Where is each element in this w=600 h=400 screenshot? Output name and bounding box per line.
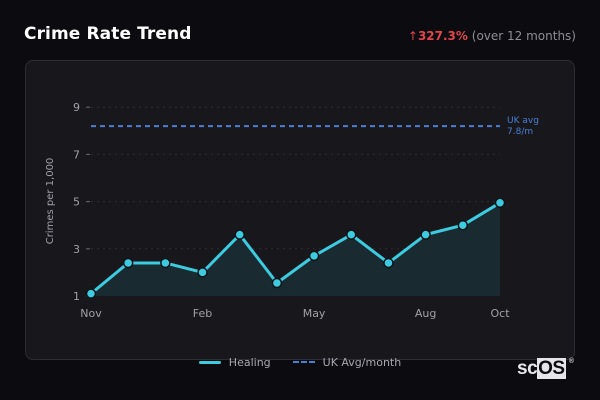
data-point-aug[interactable] (420, 229, 431, 240)
y-tick-label: 3 (73, 243, 80, 256)
logo-text-os: OS (537, 358, 566, 379)
legend-item-uk-avg[interactable]: UK Avg/month (292, 355, 402, 369)
x-tick-label: Aug (415, 307, 436, 320)
change-period: (over 12 months) (471, 29, 576, 43)
data-point-jul[interactable] (383, 257, 394, 269)
data-point-dec[interactable] (122, 257, 134, 269)
uk-avg-annotation-value: 7.8/m (507, 127, 533, 137)
y-tick-label: 1 (73, 290, 80, 303)
trend-up-arrow-icon: ↑ (407, 29, 418, 43)
healing-line (90, 201, 501, 295)
data-point-sep[interactable] (457, 219, 469, 231)
y-tick-label: 9 (73, 101, 80, 114)
uk-avg-annotation: UK avg (507, 116, 539, 126)
data-point-jan[interactable] (160, 257, 171, 269)
scos-logo: scOS ® (517, 358, 574, 380)
chart-legend: Healing UK Avg/month (0, 352, 600, 372)
chart-card (25, 60, 575, 360)
data-point-mar[interactable] (234, 229, 245, 240)
y-axis-label: Crimes per 1,000 (45, 158, 56, 245)
x-tick-label: Feb (193, 307, 212, 320)
registered-mark: ® (568, 358, 574, 365)
data-point-jun[interactable] (346, 229, 357, 240)
x-tick-label: May (303, 307, 326, 320)
data-point-oct[interactable] (494, 197, 506, 209)
y-tick-label: 5 (73, 196, 80, 209)
data-point-apr[interactable] (271, 277, 283, 289)
data-point-may[interactable] (308, 250, 320, 262)
solid-line-swatch-icon (198, 360, 221, 364)
healing-area-fill (91, 202, 500, 296)
x-tick-label: Nov (80, 307, 102, 320)
x-tick-label: Oct (490, 307, 510, 320)
change-percent: 327.3% (417, 29, 468, 43)
data-point-nov[interactable] (85, 288, 97, 299)
legend-item-healing[interactable]: Healing (198, 355, 271, 369)
y-tick-label: 7 (73, 148, 80, 161)
logo-text-sc: sc (517, 358, 538, 379)
change-indicator: ↑327.3% (over 12 months) (408, 29, 576, 43)
legend-label-uk-avg: UK Avg/month (322, 355, 402, 369)
dashed-line-swatch-icon (292, 361, 315, 363)
legend-label-healing: Healing (228, 355, 271, 369)
chart-title: Crime Rate Trend (24, 24, 192, 44)
data-point-feb[interactable] (197, 267, 208, 278)
